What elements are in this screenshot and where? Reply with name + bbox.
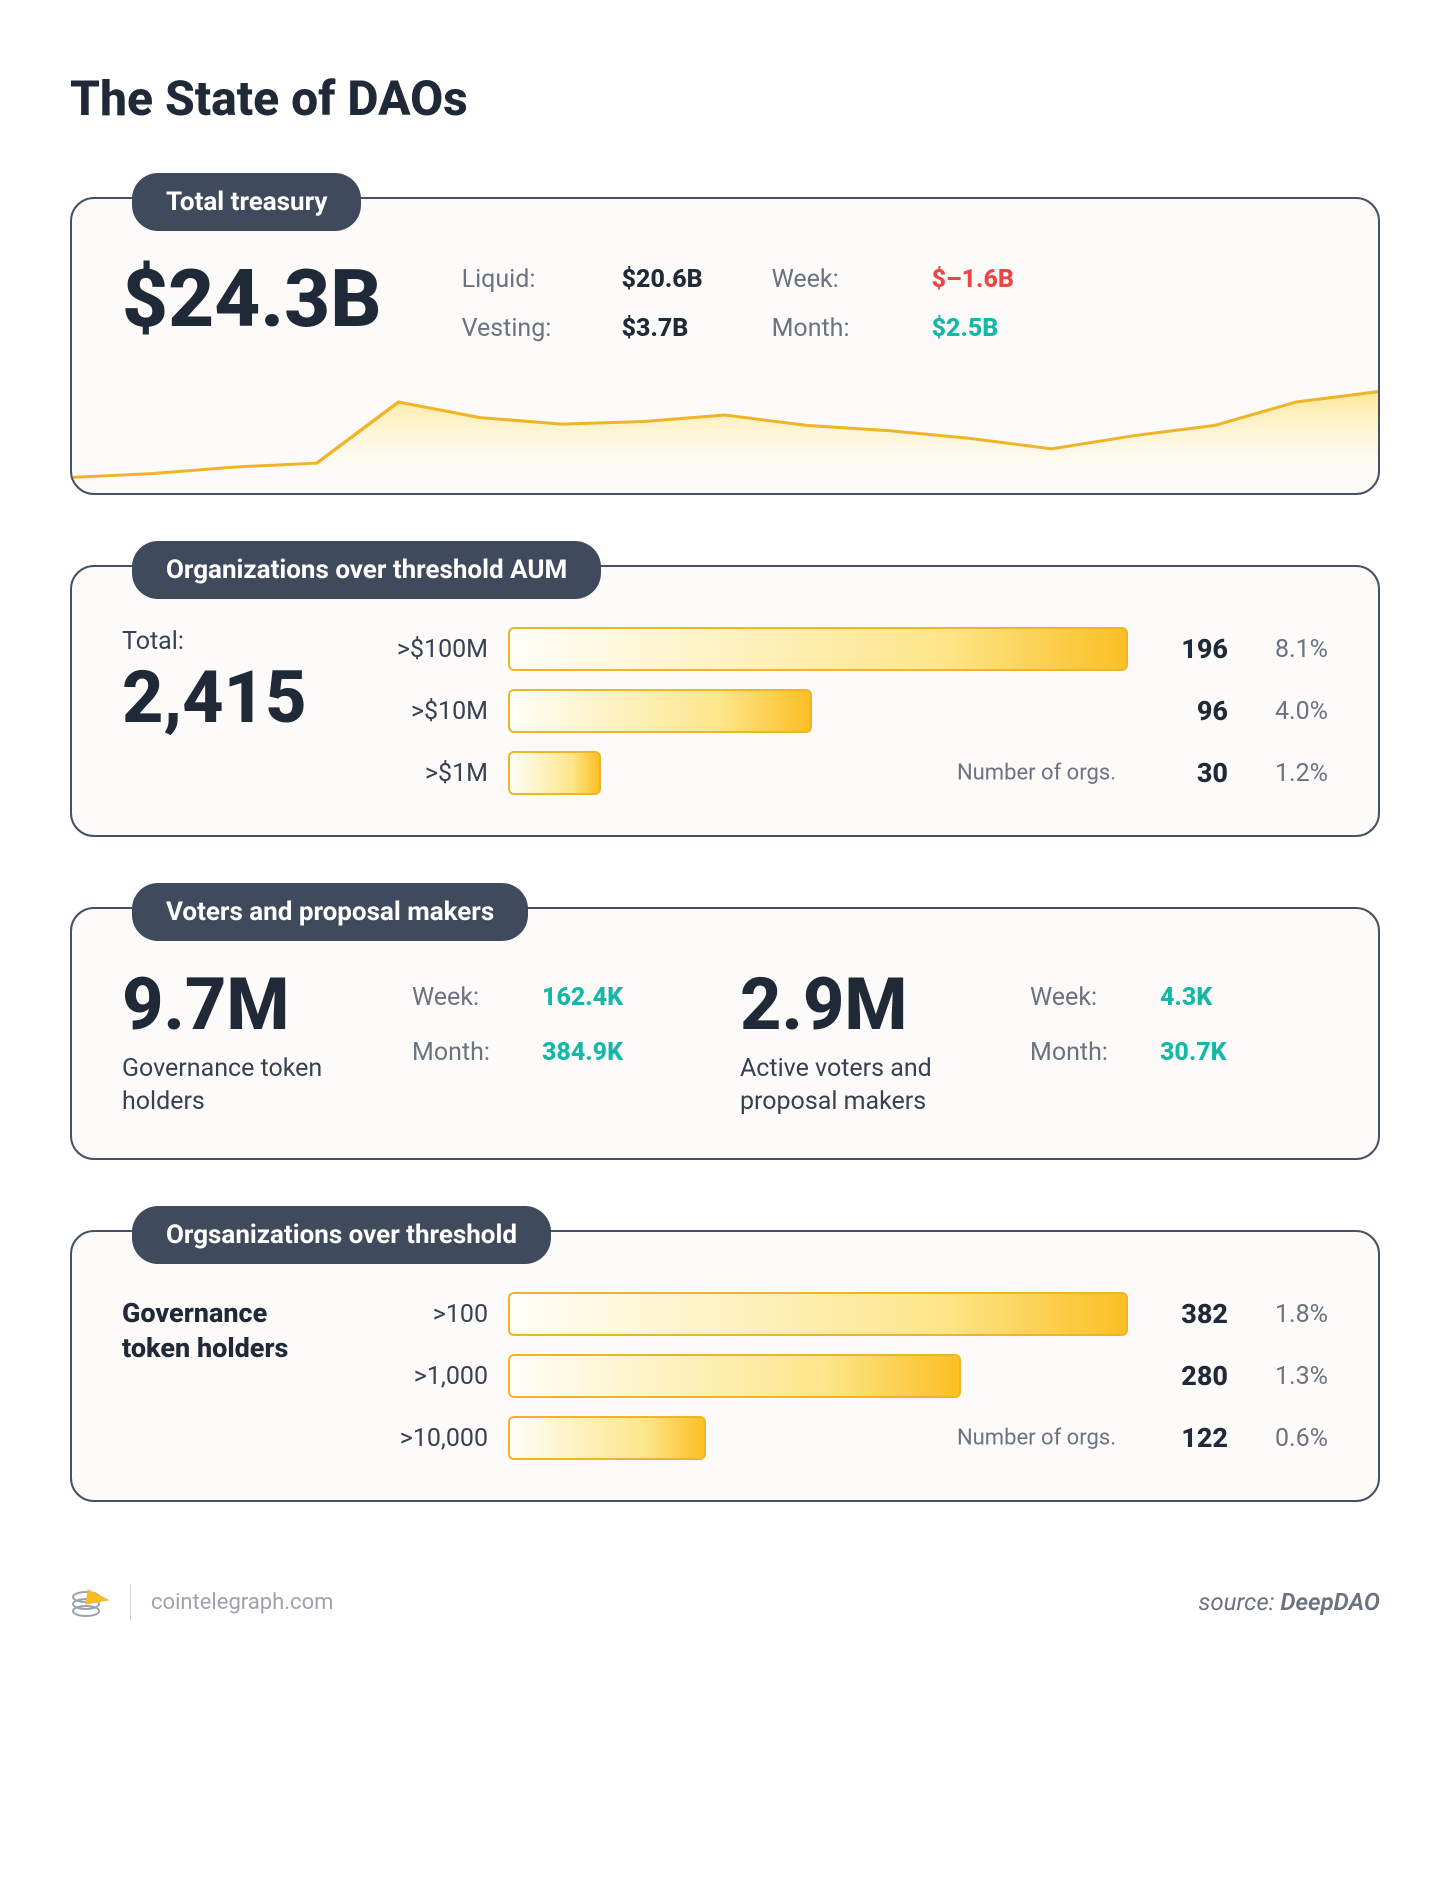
aum-card: Organizations over threshold AUM Total: … bbox=[70, 565, 1380, 837]
voters-right-month-value: 30.7K bbox=[1160, 1038, 1280, 1067]
bar-row: >100 382 1.8% bbox=[368, 1292, 1328, 1336]
voters-left-value: 9.7M bbox=[122, 969, 382, 1041]
voters-left-desc: Governance token holders bbox=[122, 1053, 382, 1118]
threshold-card: Orgsanizations over threshold Governance… bbox=[70, 1230, 1380, 1502]
bar-track bbox=[508, 627, 1128, 671]
vesting-label: Vesting: bbox=[462, 314, 592, 343]
voters-right-value: 2.9M bbox=[740, 969, 1000, 1041]
bar-pct: 0.6% bbox=[1248, 1424, 1328, 1453]
bar-row: >$100M 196 8.1% bbox=[368, 627, 1328, 671]
treasury-stats: Liquid: $20.6B Week: $–1.6B Vesting: $3.… bbox=[462, 259, 1052, 343]
voters-card: Voters and proposal makers 9.7M Governan… bbox=[70, 907, 1380, 1160]
treasury-value: $24.3B bbox=[122, 259, 382, 339]
bar-pct: 1.2% bbox=[1248, 759, 1328, 788]
bar-category: >$100M bbox=[368, 635, 488, 664]
bar-count: 280 bbox=[1148, 1360, 1228, 1392]
week-value: $–1.6B bbox=[932, 265, 1052, 294]
voters-left-month-label: Month: bbox=[412, 1038, 522, 1067]
voters-left-block: 9.7M Governance token holders Week: 162.… bbox=[122, 969, 710, 1118]
bar-category: >100 bbox=[368, 1300, 488, 1329]
liquid-value: $20.6B bbox=[622, 265, 742, 294]
footer-source: source: DeepDAO bbox=[1198, 1588, 1380, 1616]
voters-right-block: 2.9M Active voters and proposal makers W… bbox=[740, 969, 1328, 1118]
bar-fill bbox=[508, 1416, 706, 1460]
month-value: $2.5B bbox=[932, 314, 1052, 343]
vesting-value: $3.7B bbox=[622, 314, 742, 343]
aum-total-value: 2,415 bbox=[122, 662, 318, 734]
bar-fill bbox=[508, 1354, 961, 1398]
month-label: Month: bbox=[772, 314, 902, 343]
voters-left-week-value: 162.4K bbox=[542, 983, 662, 1012]
voters-left-month-value: 384.9K bbox=[542, 1038, 662, 1067]
footer-source-prefix: source: bbox=[1198, 1588, 1280, 1616]
aum-bars: >$100M 196 8.1% >$10M 96 4.0% >$1M Number of or… bbox=[368, 627, 1328, 795]
bar-category: >1,000 bbox=[368, 1362, 488, 1391]
bar-count: 382 bbox=[1148, 1298, 1228, 1330]
threshold-bars: >100 382 1.8% >1,000 280 1.3% >10,000 Number of… bbox=[368, 1292, 1328, 1460]
bar-fill bbox=[508, 627, 1128, 671]
bar-row: >$1M Number of orgs. 30 1.2% bbox=[368, 751, 1328, 795]
voters-right-week-label: Week: bbox=[1030, 983, 1140, 1012]
bar-fill bbox=[508, 1292, 1128, 1336]
bar-fill bbox=[508, 689, 812, 733]
footer-source-name: DeepDAO bbox=[1280, 1588, 1380, 1616]
bar-category: >$1M bbox=[368, 759, 488, 788]
page-title: The State of DAOs bbox=[70, 70, 1380, 127]
treasury-area-chart bbox=[72, 363, 1378, 493]
bar-count: 96 bbox=[1148, 695, 1228, 727]
voters-right-week-value: 4.3K bbox=[1160, 983, 1280, 1012]
bar-pct: 1.8% bbox=[1248, 1300, 1328, 1329]
footer: cointelegraph.com source: DeepDAO bbox=[70, 1572, 1380, 1622]
treasury-card: Total treasury $24.3B Liquid: $20.6B Wee… bbox=[70, 197, 1380, 495]
bar-track bbox=[508, 1354, 1128, 1398]
bar-row: >10,000 Number of orgs. 122 0.6% bbox=[368, 1416, 1328, 1460]
bar-count: 30 bbox=[1148, 757, 1228, 789]
voters-left-week-label: Week: bbox=[412, 983, 522, 1012]
bar-count: 122 bbox=[1148, 1422, 1228, 1454]
voters-right-desc: Active voters and proposal makers bbox=[740, 1053, 1000, 1118]
bar-track: Number of orgs. bbox=[508, 1416, 1128, 1460]
cointelegraph-logo-icon bbox=[70, 1582, 110, 1622]
liquid-label: Liquid: bbox=[462, 265, 592, 294]
bar-pct: 4.0% bbox=[1248, 697, 1328, 726]
bar-category: >$10M bbox=[368, 697, 488, 726]
bar-row: >1,000 280 1.3% bbox=[368, 1354, 1328, 1398]
treasury-card-label: Total treasury bbox=[132, 173, 361, 231]
bar-pct: 8.1% bbox=[1248, 635, 1328, 664]
threshold-card-label: Orgsanizations over threshold bbox=[132, 1206, 551, 1264]
voters-card-label: Voters and proposal makers bbox=[132, 883, 528, 941]
bar-pct: 1.3% bbox=[1248, 1362, 1328, 1391]
bar-track: Number of orgs. bbox=[508, 751, 1128, 795]
bar-count: 196 bbox=[1148, 633, 1228, 665]
bar-row: >$10M 96 4.0% bbox=[368, 689, 1328, 733]
bar-track bbox=[508, 689, 1128, 733]
footer-divider bbox=[130, 1584, 131, 1620]
bar-category: >10,000 bbox=[368, 1424, 488, 1453]
bar-fill bbox=[508, 751, 601, 795]
footer-domain: cointelegraph.com bbox=[151, 1590, 333, 1615]
number-of-orgs-label: Number of orgs. bbox=[957, 1426, 1116, 1451]
bar-track bbox=[508, 1292, 1128, 1336]
voters-right-month-label: Month: bbox=[1030, 1038, 1140, 1067]
week-label: Week: bbox=[772, 265, 902, 294]
number-of-orgs-label: Number of orgs. bbox=[957, 761, 1116, 786]
aum-total-label: Total: bbox=[122, 627, 318, 656]
aum-card-label: Organizations over threshold AUM bbox=[132, 541, 601, 599]
threshold-subject: Governance token holders bbox=[122, 1292, 328, 1366]
